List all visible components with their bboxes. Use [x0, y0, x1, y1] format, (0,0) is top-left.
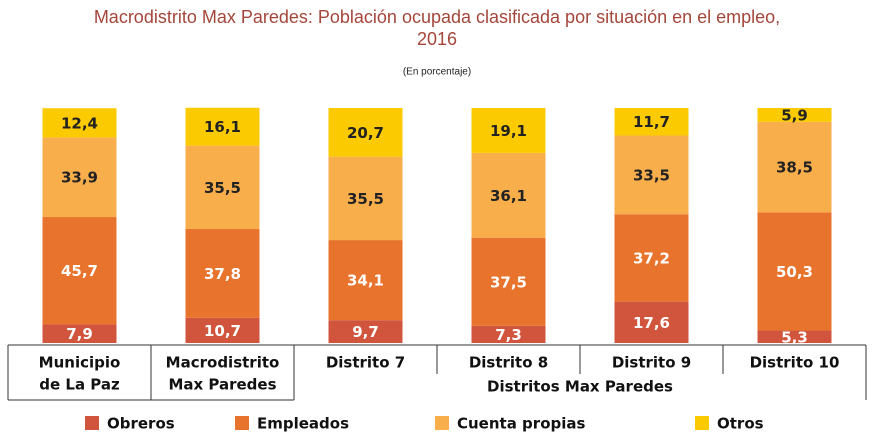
- value-label: 11,7: [633, 113, 670, 131]
- bar-segment: [185, 145, 260, 230]
- value-label: 34,1: [347, 272, 384, 290]
- bar-segment: [42, 108, 117, 138]
- x-tick-label: Municipio: [39, 354, 121, 372]
- value-label: 35,5: [347, 190, 384, 208]
- legend-label: Empleados: [257, 415, 349, 433]
- value-label: 37,8: [204, 265, 241, 283]
- bar-segment: [185, 107, 260, 146]
- bar-segment: [614, 301, 689, 343]
- bar-segment: [614, 214, 689, 302]
- bar-segment: [42, 217, 117, 325]
- value-label: 37,5: [490, 273, 527, 291]
- value-label: 36,1: [490, 187, 527, 205]
- bar-segment: [757, 121, 832, 213]
- bar-segment: [328, 240, 403, 321]
- bar-segment: [471, 237, 546, 326]
- bar-segment: [614, 135, 689, 215]
- x-tick-label: de La Paz: [39, 376, 120, 394]
- x-tick-label: Distrito 9: [612, 354, 691, 372]
- value-label: 7,9: [66, 325, 93, 343]
- value-label: 9,7: [352, 323, 379, 341]
- x-tick-label: Distrito 7: [326, 354, 405, 372]
- value-label: 12,4: [61, 114, 98, 132]
- legend-swatch: [85, 416, 99, 430]
- bar-segment: [757, 330, 832, 343]
- bar-segment: [614, 108, 689, 136]
- bar-segment: [42, 324, 117, 343]
- legend-label: Obreros: [107, 415, 175, 433]
- x-tick-label: Macrodistrito: [166, 354, 280, 372]
- bar-segment: [471, 325, 546, 343]
- value-label: 5,3: [781, 328, 808, 346]
- value-label: 50,3: [776, 263, 813, 281]
- legend-swatch: [235, 416, 249, 430]
- legend-label: Cuenta propias: [457, 415, 585, 433]
- legend-swatch: [695, 416, 709, 430]
- bar-segment: [328, 320, 403, 343]
- bar-segment: [328, 156, 403, 241]
- bar-segment: [757, 212, 832, 331]
- chart-title: Macrodistrito Max Paredes: Población ocu…: [94, 7, 780, 27]
- value-label: 10,7: [204, 322, 241, 340]
- value-label: 20,7: [347, 124, 384, 142]
- x-tick-label: Distrito 10: [750, 354, 840, 372]
- legend-swatch: [435, 416, 449, 430]
- value-label: 45,7: [61, 262, 98, 280]
- value-label: 5,9: [781, 106, 808, 124]
- bar-segment: [328, 108, 403, 157]
- bar-segment: [42, 137, 117, 218]
- bar-segment: [185, 229, 260, 318]
- value-label: 38,5: [776, 159, 813, 177]
- value-label: 7,3: [495, 326, 522, 344]
- chart-title: 2016: [417, 29, 457, 49]
- value-label: 33,9: [61, 169, 98, 187]
- x-tick-label: Max Paredes: [168, 376, 276, 394]
- value-label: 37,2: [633, 249, 670, 267]
- x-tick-label: Distrito 8: [469, 354, 548, 372]
- value-label: 17,6: [633, 314, 670, 332]
- value-label: 16,1: [204, 118, 241, 136]
- group-label: Distritos Max Paredes: [487, 378, 673, 396]
- value-label: 33,5: [633, 166, 670, 184]
- bar-segment: [471, 152, 546, 238]
- chart-subtitle: (En porcentaje): [403, 67, 471, 78]
- bar-segment: [185, 317, 260, 343]
- bar-segment: [757, 108, 832, 122]
- value-label: 35,5: [204, 179, 241, 197]
- bar-segment: [471, 108, 546, 153]
- value-label: 19,1: [490, 122, 527, 140]
- legend-label: Otros: [717, 415, 764, 433]
